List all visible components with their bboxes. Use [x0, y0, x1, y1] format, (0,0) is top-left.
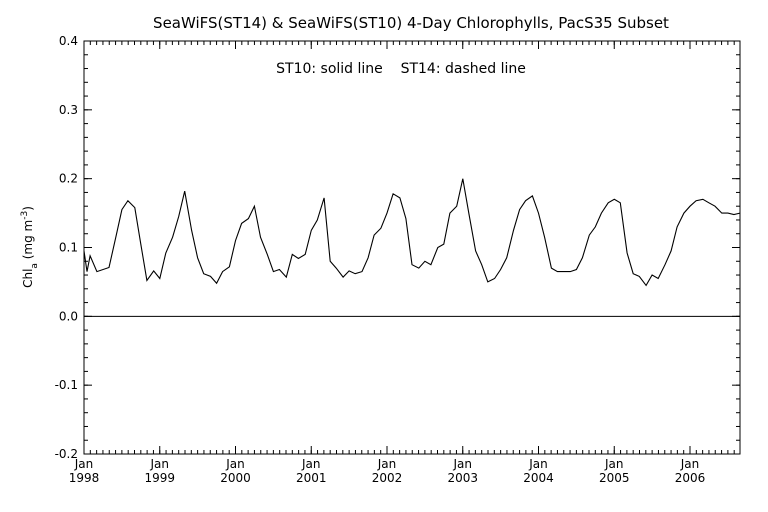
x-tick-year-label: 2001 — [296, 471, 327, 485]
plot-frame — [83, 40, 741, 455]
y-axis-label: Chla (mg m-3) — [20, 206, 40, 288]
y-axis-label-units-exp: -3 — [20, 211, 30, 220]
y-axis-ticks: -0.2 -0.1 0.0 0.1 0.2 0.3 0.4 — [55, 34, 740, 461]
y-tick-label: -0.2 — [55, 447, 78, 461]
x-tick-month-label: Jan — [377, 457, 397, 471]
x-tick-year-label: 1999 — [144, 471, 175, 485]
x-tick-year-label: 2006 — [675, 471, 706, 485]
y-tick-label: 0.4 — [59, 34, 78, 48]
y-axis-label-sub: a — [30, 263, 40, 269]
x-tick-year-label: 2005 — [599, 471, 630, 485]
series-annotation: ST10: solid line ST14: dashed line — [276, 61, 526, 77]
x-tick-year-label: 2003 — [447, 471, 478, 485]
x-tick-month-label: Jan — [604, 457, 624, 471]
y-axis-label-units: (mg m — [21, 220, 35, 263]
y-tick-label: 0.2 — [59, 172, 78, 186]
x-tick-month-label: Jan — [528, 457, 548, 471]
x-tick-month-label: Jan — [680, 457, 700, 471]
series-line-solid — [83, 178, 741, 287]
y-axis-label-units-close: ) — [21, 206, 35, 211]
x-tick-month-label: Jan — [301, 457, 321, 471]
x-tick-month-label: Jan — [453, 457, 473, 471]
x-tick-year-label: 2004 — [523, 471, 554, 485]
y-tick-label: -0.1 — [55, 378, 78, 392]
chart-title: SeaWiFS(ST14) & SeaWiFS(ST10) 4-Day Chlo… — [153, 14, 669, 32]
y-axis-label-main: Chl — [21, 269, 35, 288]
x-tick-year-label: 2000 — [220, 471, 251, 485]
x-tick-month-label: Jan — [74, 457, 94, 471]
x-tick-month-label: Jan — [150, 457, 170, 471]
series-layer — [83, 178, 741, 287]
x-tick-year-label: 1998 — [69, 471, 100, 485]
x-tick-year-label: 2002 — [372, 471, 403, 485]
x-tick-month-label: Jan — [225, 457, 245, 471]
x-axis-ticks: Jan1998Jan1999Jan2000Jan2001Jan2002Jan20… — [69, 41, 735, 485]
y-tick-label: 0.1 — [59, 241, 78, 255]
y-tick-label: 0.3 — [59, 103, 78, 117]
y-tick-label: 0.0 — [59, 309, 78, 323]
